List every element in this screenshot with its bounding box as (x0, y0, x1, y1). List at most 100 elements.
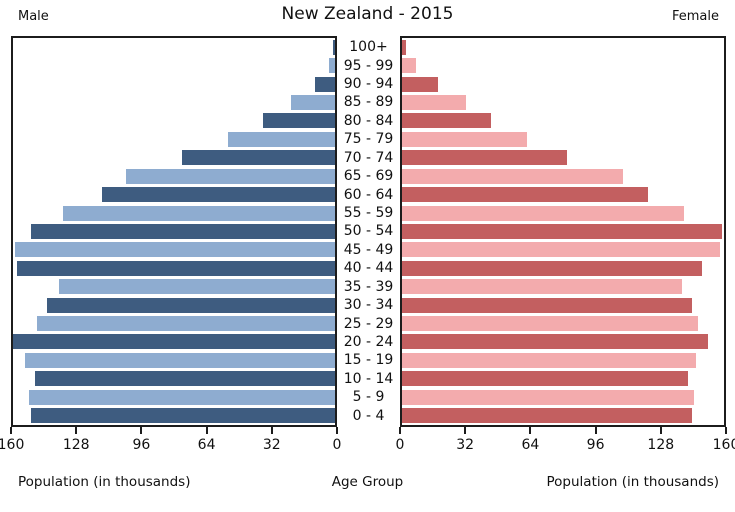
age-group-label: 100+ (349, 39, 388, 56)
female-bar-row (402, 112, 724, 130)
female-bar (402, 408, 692, 424)
male-bar (17, 260, 335, 276)
male-bar (31, 223, 335, 239)
axis-tick-label: 32 (262, 437, 281, 453)
male-bar (262, 113, 335, 129)
male-bar-row (13, 406, 335, 424)
male-bar-row (13, 130, 335, 148)
age-group-labels: 100+ 95 - 99 90 - 94 85 - 89 80 - 84 75 - 79 7… (337, 36, 400, 427)
male-bar (13, 334, 335, 350)
axis-tick-mark (10, 427, 12, 434)
female-axis-title: Population (in thousands) (546, 474, 719, 490)
male-bar (228, 131, 335, 147)
male-bar (101, 187, 335, 203)
female-bar (402, 58, 417, 74)
male-bar (35, 371, 335, 387)
male-bar-row (13, 204, 335, 222)
female-bar (402, 168, 624, 184)
female-bar-row (402, 56, 724, 74)
female-bar (402, 242, 720, 258)
male-bar-row (13, 277, 335, 295)
female-bar (402, 260, 702, 276)
age-group-label: 60 - 64 (343, 186, 394, 203)
male-bar (314, 76, 335, 92)
age-group-label: 35 - 39 (343, 278, 394, 295)
male-bar-row (13, 314, 335, 332)
female-bar (402, 94, 467, 110)
female-bar-row (402, 259, 724, 277)
female-bar (402, 150, 568, 166)
age-group-label: 80 - 84 (343, 112, 394, 129)
age-group-label: 75 - 79 (343, 131, 394, 148)
female-side-label: Female (671, 9, 719, 24)
axis-tick-label: 0 (395, 437, 405, 453)
female-bars-panel (400, 36, 726, 427)
female-bar-row (402, 149, 724, 167)
male-bar-row (13, 351, 335, 369)
male-x-axis: 160 128 96 64 32 0 (0, 427, 341, 461)
age-group-label: 45 - 49 (343, 241, 394, 258)
female-bar (402, 334, 708, 350)
female-bar-row (402, 93, 724, 111)
male-bar-row (13, 56, 335, 74)
axis-tick-label: 128 (647, 437, 675, 453)
male-bar (15, 242, 335, 258)
axis-tick-mark (75, 427, 78, 434)
male-bar (29, 389, 335, 405)
male-bar-row (13, 241, 335, 259)
male-bar (59, 279, 335, 295)
male-bar-row (13, 259, 335, 277)
male-bar (63, 205, 335, 221)
axis-tick-mark (725, 427, 727, 434)
male-bar (333, 39, 335, 55)
female-bar-row (402, 130, 724, 148)
axis-tick-label: 64 (521, 437, 540, 453)
age-group-label: 0 - 4 (352, 407, 385, 424)
age-group-label: 70 - 74 (343, 149, 394, 166)
male-bar (328, 58, 335, 74)
female-bar-row (402, 277, 724, 295)
age-group-label: 65 - 69 (343, 168, 394, 185)
age-group-label: 40 - 44 (343, 260, 394, 277)
female-bar (402, 39, 407, 55)
axis-tick-mark (529, 427, 532, 434)
female-bar-row (402, 370, 724, 388)
age-group-label: 55 - 59 (343, 205, 394, 221)
female-bar-row (402, 388, 724, 406)
male-bar-row (13, 333, 335, 351)
axis-tick-label: 96 (586, 437, 605, 453)
age-group-label: 50 - 54 (343, 223, 394, 240)
age-group-axis-title: Age Group (331, 474, 404, 490)
age-group-label: 20 - 24 (343, 333, 394, 350)
pyramid-body: 100+ 95 - 99 90 - 94 85 - 89 80 - 84 75 - 79 7… (11, 36, 726, 427)
female-bar-row (402, 222, 724, 240)
male-bar (125, 168, 335, 184)
age-group-label: 5 - 9 (352, 389, 385, 406)
female-bar-row (402, 241, 724, 259)
female-bar (402, 76, 439, 92)
female-bar (402, 131, 527, 147)
female-bar-row (402, 333, 724, 351)
male-bar-row (13, 388, 335, 406)
female-bar-row (402, 185, 724, 203)
age-group-label: 90 - 94 (343, 76, 394, 93)
chart-title: New Zealand - 2015 (281, 4, 454, 24)
axis-tick-label: 64 (197, 437, 216, 453)
male-bar-row (13, 38, 335, 56)
female-bar-row (402, 167, 724, 185)
female-bar (402, 113, 491, 129)
axis-tick-mark (399, 427, 401, 434)
age-group-label: 85 - 89 (343, 94, 394, 111)
axis-tick-mark (270, 427, 273, 434)
male-bar-row (13, 149, 335, 167)
axis-tick-mark (659, 427, 662, 434)
female-bar (402, 279, 682, 295)
female-bar-row (402, 204, 724, 222)
axis-tick-mark (140, 427, 143, 434)
female-bar (402, 223, 722, 239)
axis-tick-label: 128 (62, 437, 90, 453)
axis-tick-mark (464, 427, 467, 434)
female-bar-row (402, 296, 724, 314)
axis-tick-label: 32 (456, 437, 475, 453)
female-bar-row (402, 75, 724, 93)
